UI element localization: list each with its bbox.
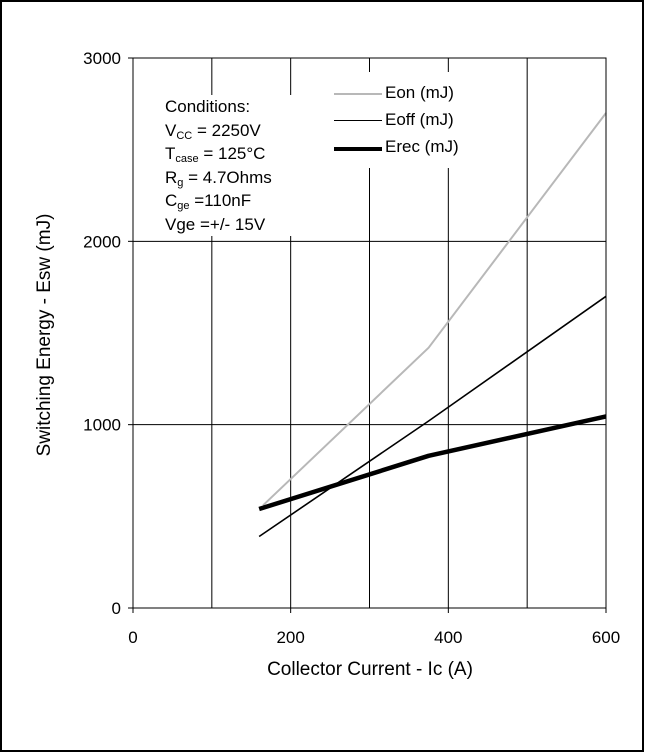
series-line-eoff — [258, 295, 607, 538]
series-line-erec — [258, 414, 607, 512]
legend-swatch — [334, 147, 382, 151]
legend: Eon (mJ) Eoff (mJ) Erec (mJ) — [328, 72, 488, 168]
legend-label: Erec (mJ) — [385, 137, 459, 156]
y-tick-label: 3000 — [83, 49, 121, 68]
conditions-box: Conditions: VCC = 2250V Tcase = 125°C Rg =… — [165, 95, 313, 236]
x-axis-label: Collector Current - Ic (A) — [267, 659, 473, 680]
condition-line: VCC = 2250V — [165, 120, 261, 142]
plot-border — [132, 57, 607, 609]
x-tick-label: 400 — [434, 628, 462, 647]
y-axis-label: Switching Energy - Esw (mJ) — [34, 214, 55, 457]
legend-item-erec: Erec (mJ) — [328, 136, 488, 160]
legend-item-eoff: Eoff (mJ) — [328, 109, 488, 133]
series-lines — [258, 112, 607, 538]
condition-line: Tcase = 125°C — [165, 144, 266, 165]
conditions-lines: VCC = 2250V Tcase = 125°C Rg = 4.7Ohms Cge … — [165, 119, 313, 237]
y-tick-label: 2000 — [83, 232, 121, 251]
x-tick-label: 600 — [592, 628, 620, 647]
x-tick-label: 0 — [128, 628, 137, 647]
condition-line: Rg = 4.7Ohms — [165, 167, 272, 189]
axis-ticks: 0 200 400 600 0 1000 2000 3000 — [83, 49, 620, 647]
y-tick-label: 1000 — [83, 416, 121, 435]
legend-item-eon: Eon (mJ) — [328, 82, 488, 106]
legend-label: Eoff (mJ) — [385, 110, 454, 129]
legend-label: Eon (mJ) — [385, 83, 454, 102]
series-line-eon — [262, 112, 607, 507]
conditions-heading: Conditions: — [165, 97, 251, 116]
y-tick-label: 0 — [112, 599, 121, 618]
legend-swatch — [334, 120, 382, 121]
x-tick-label: 200 — [276, 628, 304, 647]
condition-line: Vge =+/- 15V — [165, 214, 266, 234]
condition-line: Cge =110nF — [165, 191, 252, 212]
legend-swatch — [334, 93, 382, 95]
